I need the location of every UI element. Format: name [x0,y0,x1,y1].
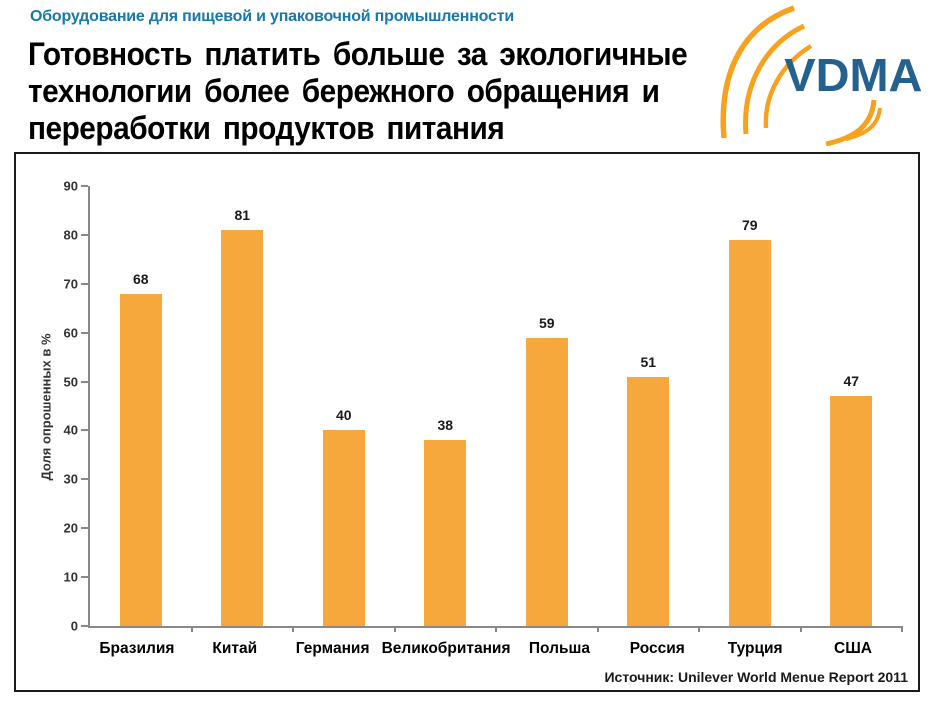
y-tick-label: 80 [63,227,78,243]
x-tick-mark [698,626,700,632]
category-label: Россия [629,640,685,657]
x-tick-mark [190,626,193,632]
kicker: Оборудование для пищевой и упаковочной п… [30,8,515,25]
x-tick-mark [495,626,497,632]
bar: 38 [424,417,467,626]
bar-column: 59 [496,186,598,626]
vdma-arcs-icon [720,5,882,146]
y-tick-label: 10 [63,569,78,585]
y-tick-mark [81,233,88,236]
y-tick-mark [81,576,88,579]
y-tick-label: 20 [63,520,78,536]
y-tick-label: 70 [63,276,78,292]
chart-frame: Доля опрошенных в % 68 81 40 38 59 51 79 47 0 10… [14,152,920,692]
vdma-logo-text: VDMA [783,49,922,101]
bars-layer: 68 81 40 38 59 51 79 47 [90,186,902,626]
category-labels-row: Бразилия Китай Германия Великобритания Польш… [88,640,902,662]
x-tick-mark [393,626,396,632]
bar-value-label: 81 [234,207,251,223]
bar-column: 51 [598,186,700,626]
bar: 79 [728,217,771,626]
bar: 68 [119,271,162,626]
vdma-logo: VDMA [714,4,932,146]
x-tick-mark [292,626,294,632]
y-tick-mark [81,331,88,334]
bar: 59 [525,315,568,626]
source-note: Источник: Unilever World Menue Report 20… [604,669,908,685]
bar-column: 38 [395,186,497,626]
page-title: Готовность платить больше за экологичные… [28,36,688,146]
x-tick-mark [596,626,599,632]
bar-column: 47 [801,186,903,626]
x-tick-mark [799,626,802,632]
bar: 51 [627,354,670,626]
y-tick-label: 30 [63,471,78,487]
bar: 81 [221,207,264,626]
category-label: Турция [727,640,783,657]
x-tick-mark [901,626,903,632]
y-tick-label: 90 [63,178,78,194]
bar-column: 81 [192,186,294,626]
y-tick-label: 0 [70,618,78,634]
y-tick-label: 60 [63,325,78,341]
bar-column: 68 [90,186,192,626]
y-tick-mark [81,429,88,432]
y-tick-mark [81,185,88,187]
y-tick-label: 40 [63,422,78,438]
bar-column: 79 [699,186,801,626]
bar: 40 [322,407,365,626]
category-label: Китай [212,640,258,657]
plot-area: 68 81 40 38 59 51 79 47 0 10 20 30 40 50 60 70 80 90 [64,180,903,633]
y-tick-label: 50 [63,374,78,390]
bar-value-label: 38 [437,417,454,434]
bar-value-label: 51 [640,353,657,370]
y-tick-mark [81,380,88,383]
y-tick-mark [81,527,88,530]
y-axis-label: Доля опрошенных в % [38,333,54,481]
category-label: Великобритания [381,640,511,657]
y-tick-mark [81,625,88,627]
bar-value-label: 79 [741,216,758,233]
category-label: США [834,640,872,657]
bar-value-label: 59 [538,314,555,331]
y-tick-mark [81,282,88,285]
bar: 47 [830,373,873,626]
category-label: Германия [295,640,370,657]
category-label: Бразилия [99,640,175,657]
y-tick-mark [81,478,88,481]
category-label: Польша [528,640,591,657]
bar-value-label: 47 [843,373,860,390]
bar-column: 40 [293,186,395,626]
bar-value-label: 68 [132,270,149,287]
bar-value-label: 40 [335,407,352,424]
